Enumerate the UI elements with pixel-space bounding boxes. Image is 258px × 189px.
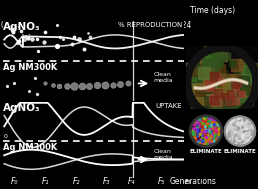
Text: F₃: F₃ (103, 177, 110, 186)
Text: Clean
media: Clean media (154, 72, 173, 83)
Text: Ag NM300K: Ag NM300K (3, 63, 58, 72)
Text: UPTAKE: UPTAKE (155, 103, 182, 109)
Text: ELIMINATE: ELIMINATE (224, 149, 256, 154)
Text: Ag NM300K: Ag NM300K (3, 143, 58, 152)
Text: ELIMINATE: ELIMINATE (190, 149, 222, 154)
Text: AgNO₃: AgNO₃ (3, 22, 41, 32)
Text: % REPRODUCTION: % REPRODUCTION (118, 22, 182, 28)
Circle shape (225, 116, 255, 146)
Text: 0: 0 (3, 135, 7, 139)
Text: AgNO₃: AgNO₃ (3, 103, 41, 113)
Text: F₂: F₂ (73, 177, 80, 186)
Text: Generations: Generations (170, 177, 216, 186)
Text: Ag⁺: Ag⁺ (10, 26, 21, 31)
Text: F₄: F₄ (128, 177, 135, 186)
Text: Clean
media: Clean media (154, 149, 173, 160)
Text: Time (days): Time (days) (190, 6, 235, 15)
Text: Ag⁺: Ag⁺ (21, 34, 32, 40)
Text: F₁: F₁ (42, 177, 49, 186)
Text: F₆: F₆ (185, 177, 193, 186)
Circle shape (187, 48, 256, 117)
Circle shape (190, 116, 222, 146)
Text: F₀: F₀ (11, 177, 18, 186)
Text: F₅: F₅ (158, 177, 165, 186)
